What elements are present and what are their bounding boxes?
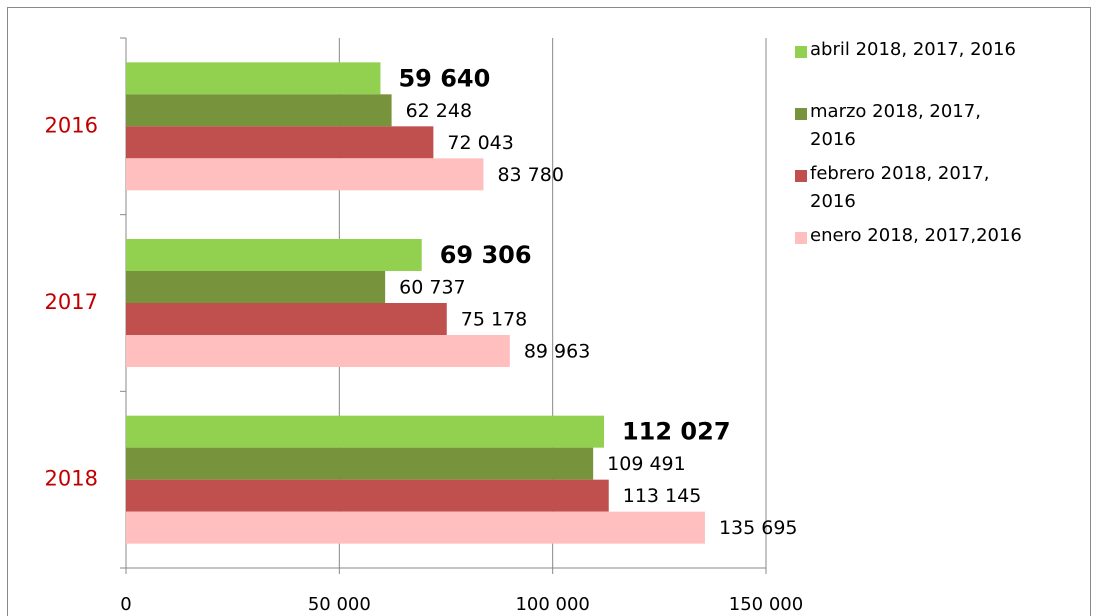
legend-swatch	[795, 232, 807, 244]
legend-label: marzo 2018, 2017, 2016	[810, 101, 981, 150]
bar	[126, 335, 510, 367]
legend-label: enero 2018, 2017,2016	[810, 225, 1022, 246]
bar	[126, 158, 484, 191]
data-label: 75 178	[461, 309, 527, 331]
bar	[126, 271, 386, 303]
data-label: 83 780	[497, 164, 563, 186]
legend-swatch	[795, 170, 807, 182]
data-label: 59 640	[398, 64, 490, 92]
category-label: 2017	[45, 290, 98, 314]
data-label: 62 248	[406, 100, 472, 122]
bar	[126, 126, 434, 159]
x-tick-label: 50 000	[308, 594, 371, 615]
x-tick-label: 150 000	[729, 594, 803, 615]
data-label: 135 695	[719, 517, 798, 539]
bar	[126, 239, 422, 271]
category-label: 2016	[45, 113, 98, 137]
x-tick-label: 100 000	[515, 594, 589, 615]
legend-swatch	[795, 46, 807, 58]
bar	[126, 511, 705, 544]
data-label: 109 491	[607, 453, 686, 475]
legend-label: febrero 2018, 2017, 2016	[810, 163, 990, 212]
bar	[126, 479, 609, 512]
chart-border	[7, 7, 1091, 616]
data-label: 72 043	[447, 132, 513, 154]
bar	[126, 415, 604, 448]
data-label: 113 145	[623, 485, 702, 507]
data-label: 112 027	[622, 418, 731, 446]
bar	[126, 94, 392, 127]
bar	[126, 447, 594, 480]
x-tick-label: 0	[120, 594, 131, 615]
legend-label: abril 2018, 2017, 2016	[810, 39, 1016, 60]
bar	[126, 62, 381, 95]
bar	[126, 303, 447, 335]
category-label: 2018	[45, 467, 98, 491]
data-label: 69 306	[440, 241, 532, 269]
data-label: 89 963	[524, 341, 590, 363]
legend-swatch	[795, 108, 807, 120]
data-label: 60 737	[399, 277, 465, 299]
